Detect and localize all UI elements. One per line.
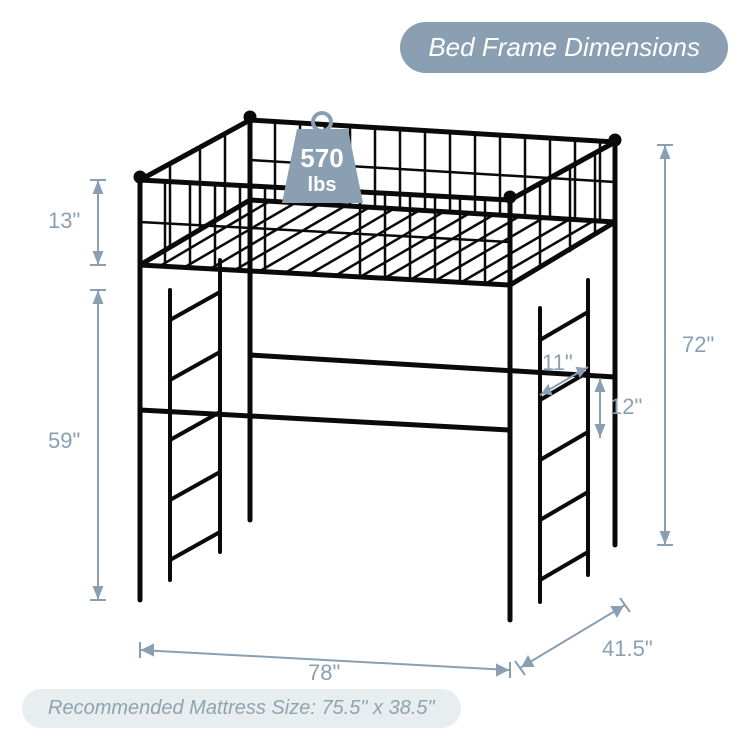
weight-badge: 570 lbs bbox=[275, 105, 370, 210]
diagram-stage: Bed Frame Dimensions bbox=[0, 0, 750, 750]
footer-text: Recommended Mattress Size: 75.5" x 38.5" bbox=[48, 697, 435, 719]
dim-total-height: 72" bbox=[682, 332, 714, 358]
weight-unit: lbs bbox=[308, 174, 337, 196]
weight-value: 570 bbox=[300, 143, 343, 173]
dim-depth: 41.5" bbox=[602, 636, 653, 662]
footer-pill: Recommended Mattress Size: 75.5" x 38.5" bbox=[22, 689, 461, 728]
dim-rung-width: 11" bbox=[542, 350, 573, 376]
dim-length: 78" bbox=[308, 660, 340, 686]
dim-rung-gap: 12" bbox=[610, 394, 642, 420]
dim-clearance: 59" bbox=[48, 428, 80, 454]
dim-guard-height: 13" bbox=[48, 208, 80, 234]
